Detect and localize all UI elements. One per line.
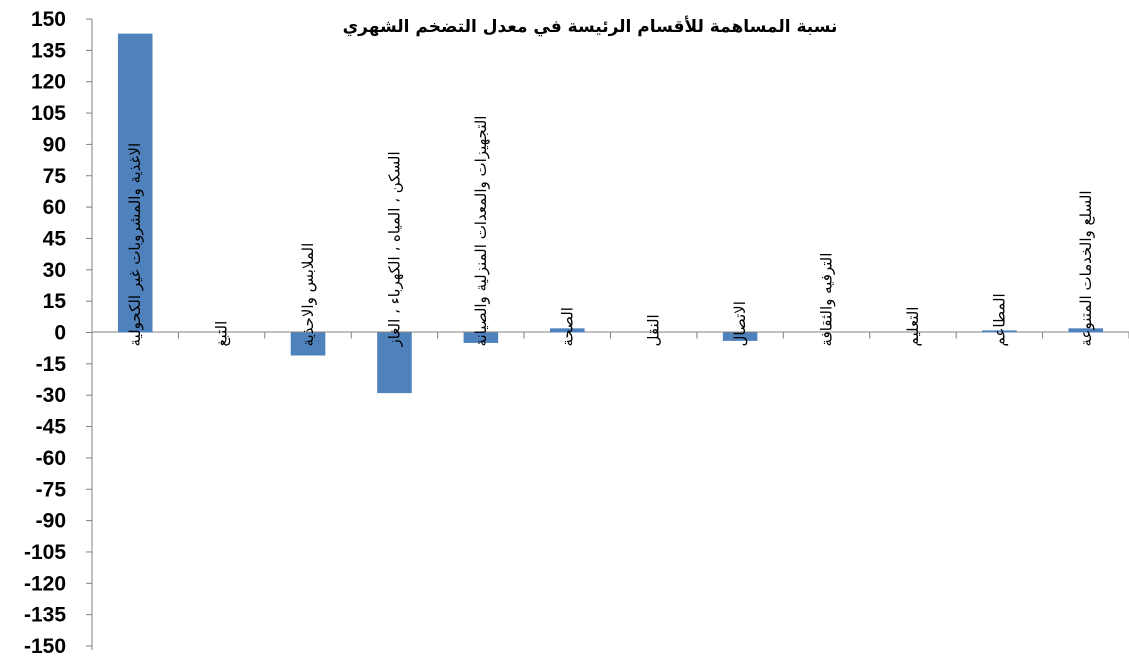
y-ticks: 1501351201059075604530150-15-30-45-60-75… bbox=[24, 8, 92, 658]
y-tick-label: 105 bbox=[31, 102, 66, 125]
bar bbox=[982, 330, 1017, 333]
y-tick-label: -75 bbox=[36, 478, 67, 501]
category-label: الصحة bbox=[558, 307, 576, 346]
category-label: الترفيه والثقافة bbox=[818, 253, 836, 347]
category-label: التبغ bbox=[213, 321, 231, 347]
category-label: التعليم bbox=[904, 307, 922, 347]
bar bbox=[377, 332, 412, 394]
y-tick-label: 30 bbox=[43, 259, 66, 282]
bar bbox=[1068, 328, 1104, 333]
bar bbox=[722, 332, 758, 341]
y-tick-label: 120 bbox=[31, 71, 66, 94]
y-tick-label: 60 bbox=[43, 196, 66, 219]
bars bbox=[117, 33, 1104, 394]
y-tick-label: -15 bbox=[36, 353, 67, 376]
category-label: الاتصال bbox=[731, 301, 749, 346]
y-tick-label: 150 bbox=[31, 8, 66, 31]
y-tick-label: -60 bbox=[36, 447, 66, 470]
bar bbox=[463, 332, 499, 343]
y-tick-label: 45 bbox=[43, 227, 67, 250]
category-labels: الاغذية والمشروبات غير الكحولية التبغ المل… bbox=[126, 116, 1095, 348]
bar bbox=[117, 33, 153, 333]
y-tick-label: 0 bbox=[54, 322, 66, 345]
y-tick-label: 90 bbox=[43, 133, 66, 156]
bar bbox=[550, 328, 585, 333]
y-tick-label: -30 bbox=[36, 384, 66, 407]
category-label: الاغذية والمشروبات غير الكحولية bbox=[126, 143, 144, 347]
category-label: الملابس والاحذية bbox=[299, 243, 317, 347]
y-tick-label: -90 bbox=[36, 510, 66, 533]
x-ticks bbox=[177, 332, 1129, 339]
y-tick-label: -45 bbox=[36, 416, 67, 439]
y-tick-label: -150 bbox=[24, 635, 66, 658]
category-label: السلع والخدمات المتنوعة bbox=[1077, 190, 1095, 346]
y-tick-label: -120 bbox=[24, 572, 66, 595]
chart-title: نسبة المساهمة للأقسام الرئيسة في معدل ال… bbox=[343, 16, 838, 37]
category-label: التجهيزات والمعدات المنزلية والصيانة bbox=[472, 116, 490, 347]
y-tick-label: -105 bbox=[24, 541, 66, 564]
y-tick-label: 15 bbox=[43, 290, 67, 313]
category-label: السكن ، المياه ، الكهرباء ، الغاز bbox=[385, 151, 403, 347]
category-label: المطاعم bbox=[990, 293, 1008, 346]
y-tick-label: 75 bbox=[43, 165, 67, 188]
bar bbox=[290, 332, 326, 356]
y-tick-label: 135 bbox=[31, 39, 66, 62]
category-label: النقل bbox=[645, 314, 663, 346]
y-tick-label: -135 bbox=[24, 604, 66, 627]
